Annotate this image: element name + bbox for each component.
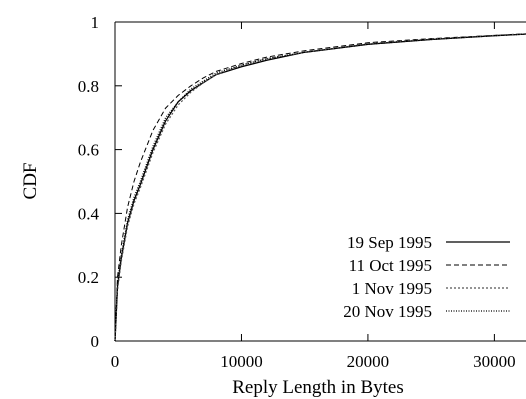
y-tick-label: 0.8: [78, 77, 99, 96]
series-line-1: [114, 33, 526, 342]
legend: 19 Sep 1995 11 Oct 1995 1 Nov 1995 20 Nov 1…: [343, 233, 510, 321]
y-tick-label: 0: [91, 332, 100, 351]
axes: 0 0.2 0.4 0.6 0.8 1 0 10000 20000 30000: [78, 13, 526, 371]
series-line-3: [114, 33, 526, 342]
legend-label-2: 11 Oct 1995: [349, 256, 432, 275]
legend-label-1: 19 Sep 1995: [347, 233, 432, 252]
series-line-4: [114, 33, 526, 342]
y-axis-label: CDF: [20, 163, 41, 200]
x-tick-label: 10000: [220, 352, 263, 371]
x-tick-label: 0: [111, 352, 120, 371]
y-tick-label: 0.6: [78, 141, 99, 160]
y-tick-label: 0.4: [78, 204, 100, 223]
x-axis-label: Reply Length in Bytes: [232, 377, 404, 398]
series-line-2: [114, 33, 526, 342]
legend-label-4: 20 Nov 1995: [343, 302, 432, 321]
y-tick-label: 0.2: [78, 268, 99, 287]
legend-label-3: 1 Nov 1995: [352, 279, 432, 298]
x-tick-label: 20000: [347, 352, 390, 371]
y-tick-label: 1: [91, 13, 100, 32]
x-tick-label: 30000: [473, 352, 516, 371]
series-layer: [114, 33, 526, 342]
